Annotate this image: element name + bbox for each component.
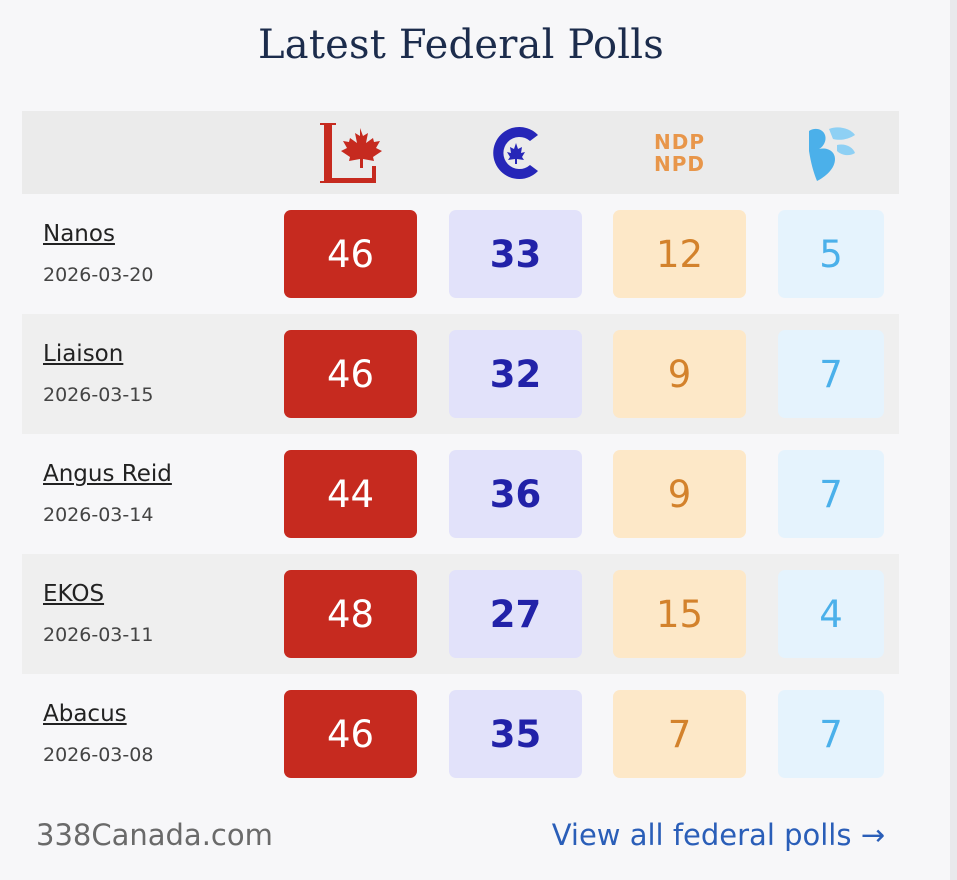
conservative-value: 32 <box>449 330 582 418</box>
bloc-quebecois-logo-icon <box>778 111 884 194</box>
conservative-value: 36 <box>449 450 582 538</box>
poll-date: 2026-03-11 <box>43 624 154 646</box>
liberal-value: 48 <box>284 570 417 658</box>
ndp-value: 12 <box>613 210 746 298</box>
liberal-logo-icon <box>284 111 417 194</box>
bloc-value: 4 <box>778 570 884 658</box>
page-title: Latest Federal Polls <box>258 22 664 68</box>
liberal-value: 44 <box>284 450 417 538</box>
site-name: 338Canada.com <box>36 818 273 852</box>
poll-date: 2026-03-08 <box>43 744 154 766</box>
liberal-value: 46 <box>284 330 417 418</box>
ndp-logo-text-bottom: NPD <box>654 151 705 176</box>
poll-row: Liaison 2026-03-15 46 32 9 7 <box>22 314 899 434</box>
pollster-link[interactable]: EKOS <box>43 581 105 607</box>
poll-date: 2026-03-14 <box>43 504 154 526</box>
bloc-value: 5 <box>778 210 884 298</box>
ndp-logo-icon: NDP NPD <box>613 111 746 194</box>
pollster-link[interactable]: Abacus <box>43 701 127 727</box>
liberal-value: 46 <box>284 210 417 298</box>
bloc-value: 7 <box>778 330 884 418</box>
ndp-value: 9 <box>613 330 746 418</box>
party-header-row: NDP NPD <box>22 111 899 194</box>
bloc-value: 7 <box>778 450 884 538</box>
pollster-link[interactable]: Liaison <box>43 341 124 367</box>
conservative-value: 35 <box>449 690 582 778</box>
poll-date: 2026-03-15 <box>43 384 154 406</box>
poll-date: 2026-03-20 <box>43 264 154 286</box>
ndp-logo-text-top: NDP <box>654 129 705 154</box>
ndp-value: 7 <box>613 690 746 778</box>
view-all-polls-link[interactable]: View all federal polls → <box>551 818 885 852</box>
poll-row: Angus Reid 2026-03-14 44 36 9 7 <box>22 434 899 554</box>
poll-row: EKOS 2026-03-11 48 27 15 4 <box>22 554 899 674</box>
conservative-value: 33 <box>449 210 582 298</box>
liberal-value: 46 <box>284 690 417 778</box>
poll-row: Abacus 2026-03-08 46 35 7 7 <box>22 674 899 794</box>
poll-row: Nanos 2026-03-20 46 33 12 5 <box>22 194 899 314</box>
conservative-value: 27 <box>449 570 582 658</box>
bloc-value: 7 <box>778 690 884 778</box>
ndp-value: 9 <box>613 450 746 538</box>
scroll-edge <box>950 0 957 880</box>
pollster-link[interactable]: Nanos <box>43 221 115 247</box>
pollster-link[interactable]: Angus Reid <box>43 461 172 487</box>
conservative-logo-icon <box>449 111 582 194</box>
ndp-value: 15 <box>613 570 746 658</box>
